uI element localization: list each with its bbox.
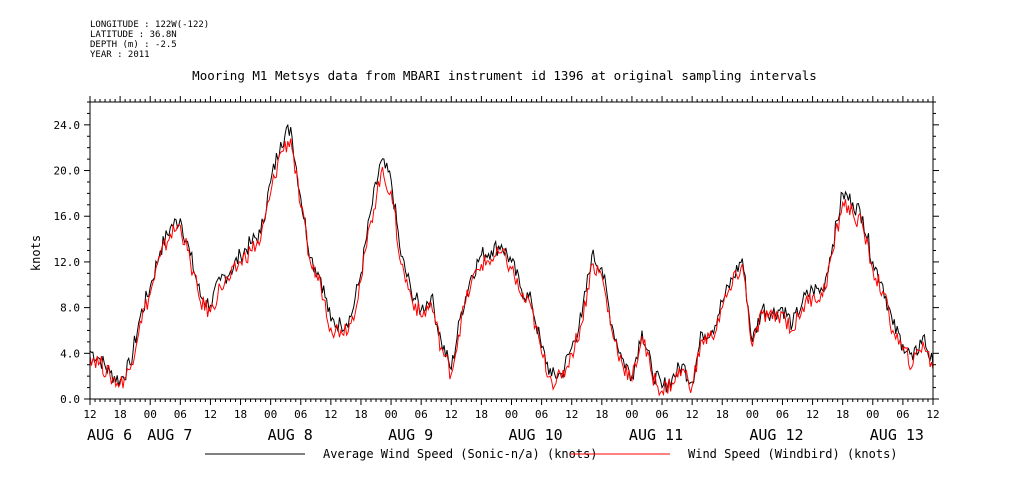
series-windbird-line	[89, 138, 934, 397]
x-tick-label: 06	[896, 408, 909, 421]
x-tick-label: 00	[264, 408, 277, 421]
x-tick-label: 00	[746, 408, 759, 421]
x-tick-label: 12	[204, 408, 217, 421]
x-tick-label: 00	[144, 408, 157, 421]
y-tick-label: 16.0	[54, 210, 81, 223]
legend-label-windbird: Wind Speed (Windbird) (knots)	[688, 447, 898, 461]
x-tick-label: 18	[595, 408, 608, 421]
x-tick-label: 18	[113, 408, 126, 421]
plot-frame	[89, 101, 934, 400]
metadata-year: YEAR : 2011	[90, 50, 150, 60]
y-tick-label: 20.0	[54, 165, 81, 178]
x-tick-label: 00	[384, 408, 397, 421]
x-tick-label: 12	[686, 408, 699, 421]
x-tick-label: 12	[83, 408, 96, 421]
y-tick-label: 4.0	[60, 347, 80, 360]
x-tick-label: 18	[836, 408, 849, 421]
x-tick-label: 12	[565, 408, 578, 421]
y-tick-label: 24.0	[54, 119, 81, 132]
x-tick-label: 06	[294, 408, 307, 421]
chart-title: Mooring M1 Metsys data from MBARI instru…	[192, 68, 817, 83]
date-label: AUG 13	[870, 426, 924, 444]
series-average-line	[89, 123, 934, 393]
metadata-depth: DEPTH (m) : -2.5	[90, 40, 177, 50]
x-tick-label: 12	[445, 408, 458, 421]
date-label: AUG 6	[87, 426, 132, 444]
x-tick-label: 06	[174, 408, 187, 421]
y-tick-label: 0.0	[60, 393, 80, 406]
x-tick-label: 12	[926, 408, 939, 421]
series-group	[89, 123, 934, 397]
date-label: AUG 12	[749, 426, 803, 444]
x-tick-label: 06	[415, 408, 428, 421]
y-axis-label: knots	[29, 235, 43, 271]
x-tick-label: 18	[475, 408, 488, 421]
date-label: AUG 7	[147, 426, 192, 444]
x-tick-label: 06	[535, 408, 548, 421]
metadata-block: LONGITUDE : 122W(-122) LATITUDE : 36.8N …	[90, 20, 209, 60]
metadata-longitude: LONGITUDE : 122W(-122)	[90, 20, 210, 30]
date-label: AUG 9	[388, 426, 433, 444]
y-tick-label: 8.0	[60, 302, 80, 315]
x-tick-label: 06	[655, 408, 668, 421]
x-tick-label: 18	[354, 408, 367, 421]
tick-marks	[84, 96, 939, 405]
date-label: AUG 10	[509, 426, 563, 444]
x-tick-label: 06	[776, 408, 789, 421]
date-label: AUG 8	[268, 426, 313, 444]
date-label: AUG 11	[629, 426, 683, 444]
legend-label-average: Average Wind Speed (Sonic-n/a) (knots)	[323, 447, 598, 461]
x-tick-label: 18	[716, 408, 729, 421]
x-tick-label: 18	[234, 408, 247, 421]
x-tick-label: 00	[505, 408, 518, 421]
x-tick-label: 12	[806, 408, 819, 421]
x-tick-label: 00	[625, 408, 638, 421]
axis-labels: 12 18 00 06 12 18 00 06 12 18 00 06 12 18 00 06 12 18 00 06…	[54, 119, 940, 444]
legend: Average Wind Speed (Sonic-n/a) (knots) W…	[205, 447, 898, 461]
y-tick-label: 12.0	[54, 256, 81, 269]
metadata-latitude: LATITUDE : 36.8N	[90, 30, 177, 40]
x-tick-label: 12	[324, 408, 337, 421]
x-tick-label: 00	[866, 408, 879, 421]
